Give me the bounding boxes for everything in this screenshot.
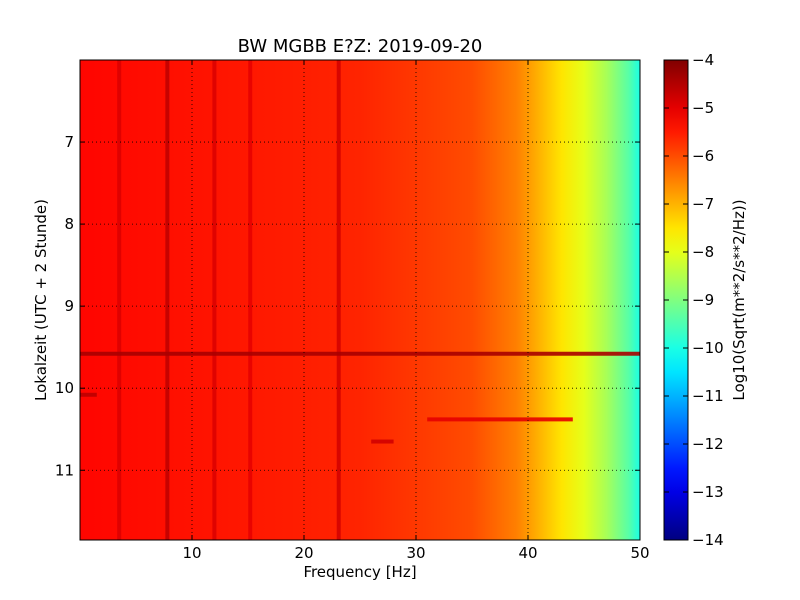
- chart-title: BW MGBB E?Z: 2019-09-20: [238, 36, 483, 57]
- horizontal-event-0: [80, 351, 640, 356]
- colorbar-label: Log10(Sqrt(m**2/s**2/Hz)): [730, 199, 748, 400]
- colorbar-ticks: −4 −5 −6 −7 −8 −9 −10 −11 −12 −13 −14: [664, 51, 724, 549]
- colorbar-tick-label-2: −6: [692, 147, 714, 165]
- colorbar-tick-label-10: −14: [692, 531, 724, 549]
- colorbar-tick-label-7: −11: [692, 387, 724, 405]
- x-axis: 10 20 30 40 50: [182, 60, 650, 562]
- y-tick-label-4: 11: [55, 461, 74, 479]
- plot-area: [80, 60, 640, 540]
- y-tick-label-0: 7: [64, 133, 74, 151]
- spectrogram-background: [80, 60, 640, 540]
- spectrogram-features: [80, 60, 640, 540]
- y-tick-label-1: 8: [64, 215, 74, 233]
- colorbar-tick-label-6: −10: [692, 339, 724, 357]
- x-tick-label-3: 40: [518, 544, 537, 562]
- vertical-line-2: [212, 60, 217, 540]
- vertical-line-0: [117, 60, 122, 540]
- vertical-line-3: [248, 60, 253, 540]
- colorbar-tick-label-9: −13: [692, 483, 724, 501]
- vertical-line-1: [165, 60, 170, 540]
- x-tick-label-1: 20: [294, 544, 313, 562]
- x-axis-label: Frequency [Hz]: [303, 563, 416, 581]
- plot-frame: [79, 59, 641, 541]
- x-tick-label-0: 10: [182, 544, 201, 562]
- colorbar-tick-label-5: −9: [692, 291, 714, 309]
- x-tick-label-4: 50: [630, 544, 649, 562]
- y-tick-label-2: 9: [64, 297, 74, 315]
- colorbar-tick-label-8: −12: [692, 435, 724, 453]
- horizontal-event-1: [80, 392, 97, 397]
- x-tick-label-2: 30: [406, 544, 425, 562]
- colorbar-tick-label-0: −4: [692, 51, 714, 69]
- y-axis: 7 8 9 10 11: [55, 133, 640, 479]
- colorbar-tick-label-3: −7: [692, 195, 714, 213]
- grid-lines: [80, 60, 640, 540]
- colorbar: −4 −5 −6 −7 −8 −9 −10 −11 −12 −13 −14 Log10(Sqrt(m…: [663, 51, 748, 549]
- horizontal-event-3: [371, 439, 394, 444]
- colorbar-tick-label-4: −8: [692, 243, 714, 261]
- colorbar-tick-label-1: −5: [692, 99, 714, 117]
- horizontal-event-2: [427, 417, 573, 422]
- vertical-line-4: [336, 60, 341, 540]
- y-tick-label-3: 10: [55, 379, 74, 397]
- y-axis-label: Lokalzeit (UTC + 2 Stunde): [32, 199, 50, 401]
